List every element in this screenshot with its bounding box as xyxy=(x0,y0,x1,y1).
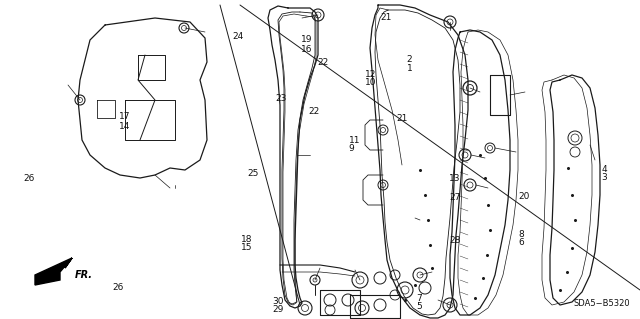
Text: 19: 19 xyxy=(301,35,313,44)
Text: 28: 28 xyxy=(449,236,461,245)
Text: 8: 8 xyxy=(518,230,524,239)
Polygon shape xyxy=(35,258,72,285)
Text: 25: 25 xyxy=(247,169,259,178)
Text: 15: 15 xyxy=(241,243,253,252)
Text: 1: 1 xyxy=(407,64,412,73)
Text: 7: 7 xyxy=(417,294,422,303)
Text: 12: 12 xyxy=(365,70,376,79)
Text: 22: 22 xyxy=(308,107,319,116)
Text: 22: 22 xyxy=(317,58,329,67)
Text: 10: 10 xyxy=(365,78,376,87)
Text: 26: 26 xyxy=(24,174,35,183)
Text: 4: 4 xyxy=(602,165,607,174)
Text: 20: 20 xyxy=(518,192,530,201)
Text: 30: 30 xyxy=(272,297,284,306)
Text: 29: 29 xyxy=(272,305,284,314)
Text: 17: 17 xyxy=(119,112,131,121)
Text: 9: 9 xyxy=(349,144,355,153)
Text: 16: 16 xyxy=(301,45,313,54)
Text: 6: 6 xyxy=(518,238,524,247)
Text: 5: 5 xyxy=(417,302,422,311)
Text: 26: 26 xyxy=(112,283,124,292)
Text: 3: 3 xyxy=(602,173,607,182)
Text: 18: 18 xyxy=(241,235,253,244)
Text: 27: 27 xyxy=(449,193,461,202)
Text: 13: 13 xyxy=(449,174,461,183)
Text: 23: 23 xyxy=(275,94,287,103)
Text: 2: 2 xyxy=(407,56,412,64)
Text: 21: 21 xyxy=(397,114,408,122)
Text: FR.: FR. xyxy=(75,270,93,280)
Text: 24: 24 xyxy=(232,32,243,41)
Text: SDA5−B5320: SDA5−B5320 xyxy=(573,299,630,308)
Text: 21: 21 xyxy=(381,13,392,22)
Text: 11: 11 xyxy=(349,136,360,145)
Text: 14: 14 xyxy=(119,122,131,130)
